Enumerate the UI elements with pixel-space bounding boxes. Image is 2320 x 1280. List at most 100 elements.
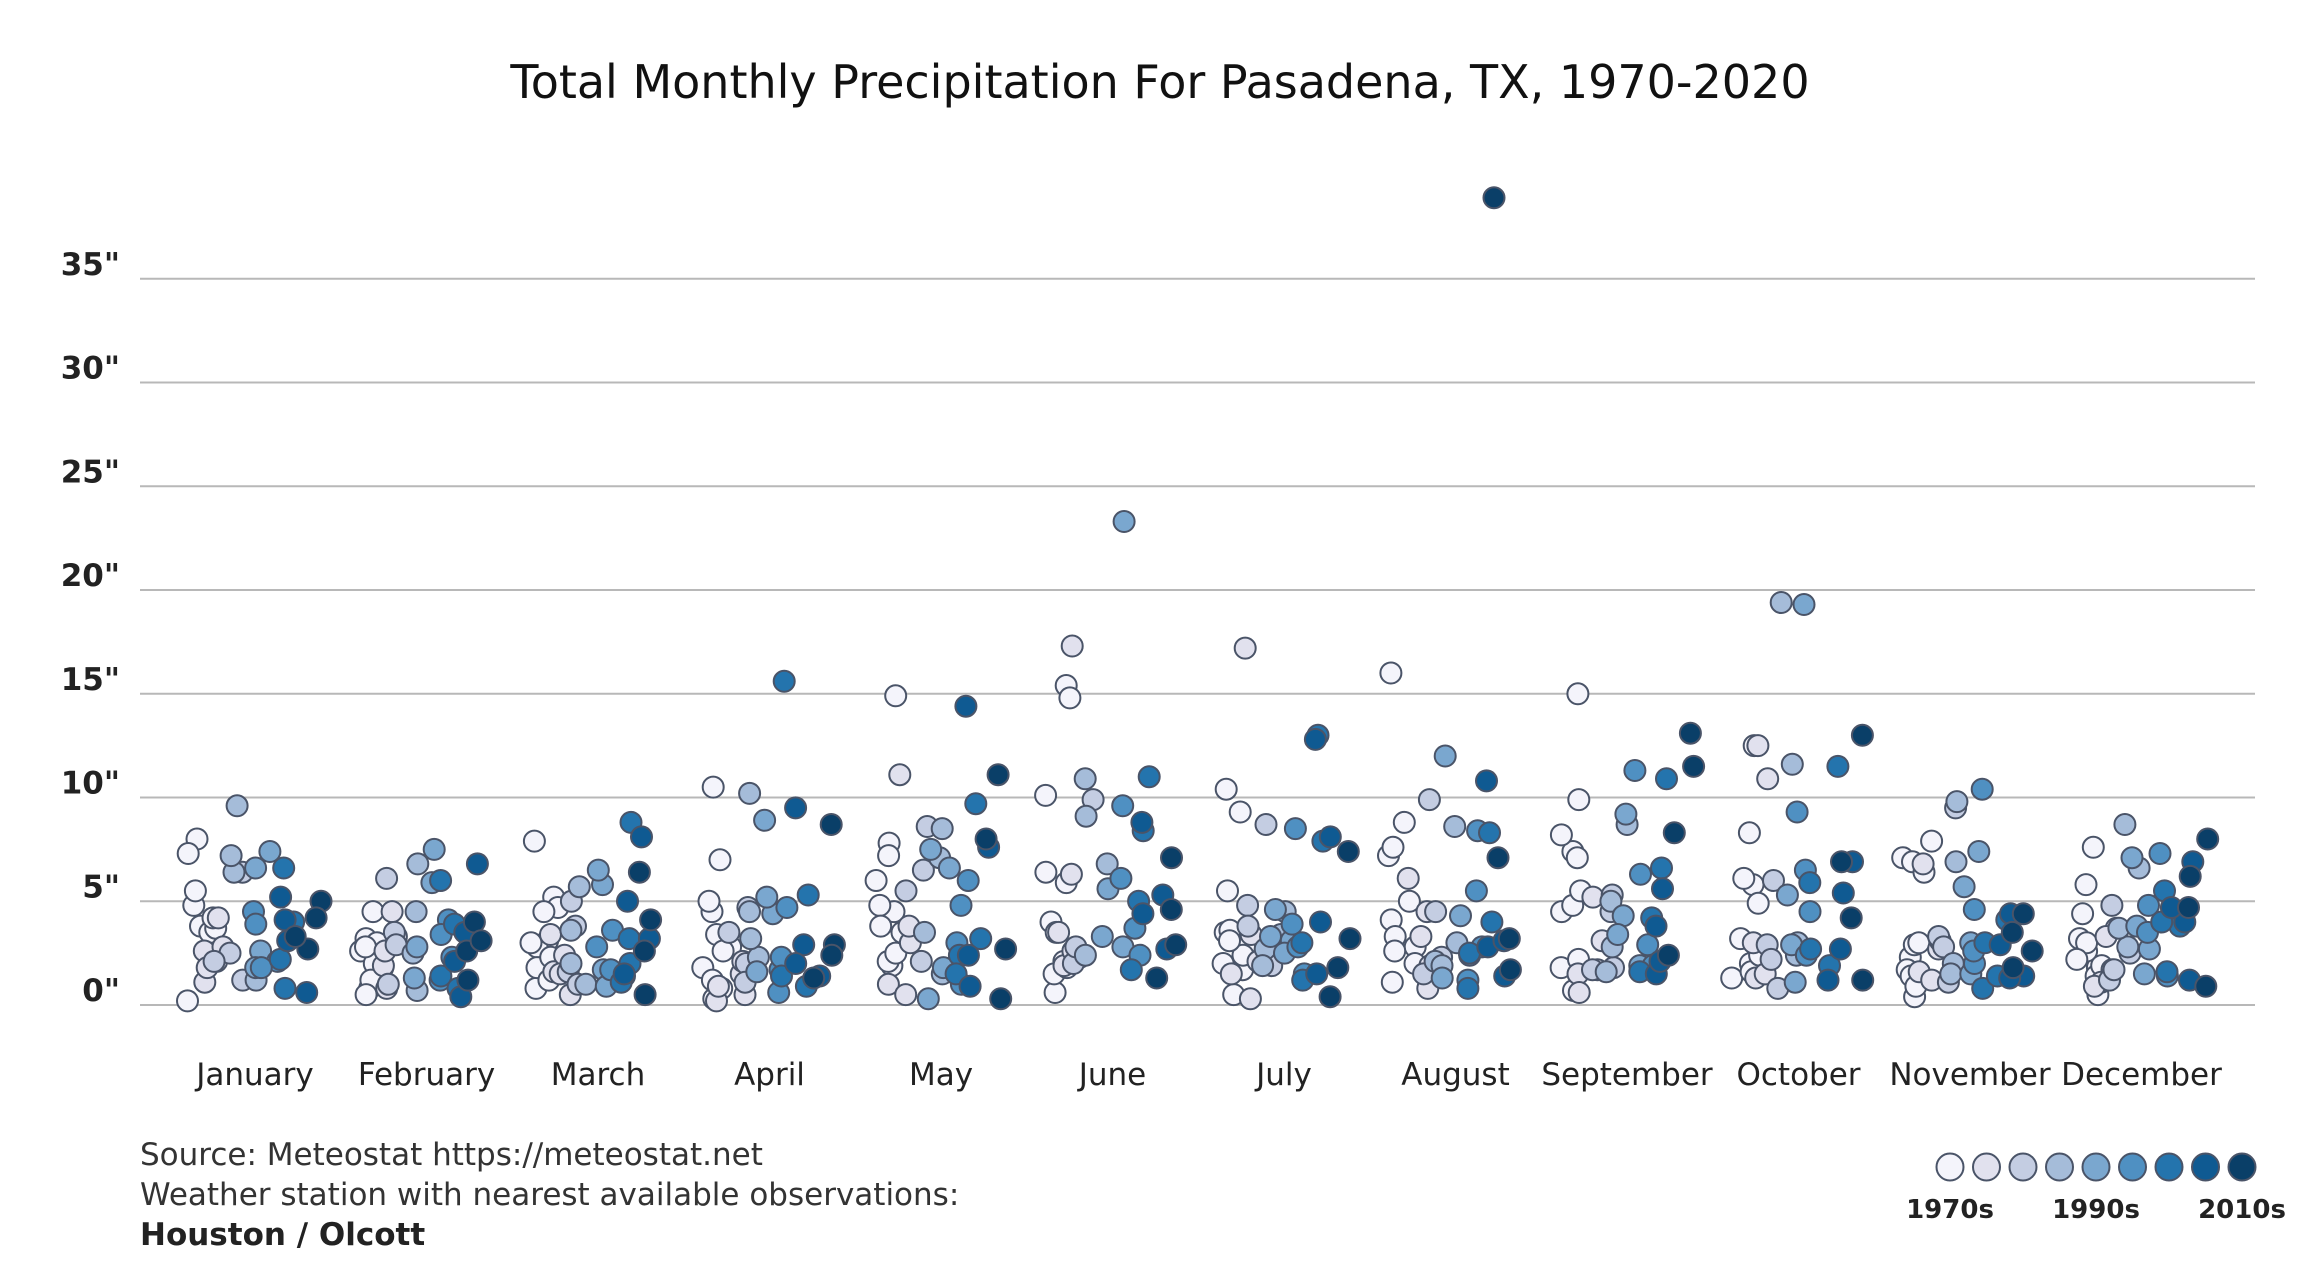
data-point — [1828, 937, 1852, 961]
data-point — [1236, 914, 1260, 938]
data-point — [1944, 850, 1968, 874]
data-point — [1164, 933, 1188, 957]
data-point — [1381, 835, 1405, 859]
data-point — [949, 893, 973, 917]
x-tick-label-april: April — [734, 1057, 805, 1093]
data-point — [1456, 976, 1480, 1000]
data-point — [937, 856, 961, 880]
data-point — [1263, 898, 1287, 921]
data-point — [2177, 896, 2200, 919]
legend-swatch — [1972, 1152, 2001, 1182]
data-point — [585, 935, 609, 959]
data-point — [2155, 960, 2179, 984]
data-point — [1650, 856, 1673, 880]
data-point — [1430, 966, 1454, 990]
data-point — [295, 981, 319, 1004]
data-point — [739, 927, 763, 951]
data-point — [633, 983, 657, 1007]
data-point — [1732, 866, 1756, 890]
data-points — [176, 186, 2220, 1013]
data-point — [627, 860, 651, 884]
data-point — [2000, 920, 2024, 944]
data-point — [986, 763, 1010, 787]
data-point — [2120, 846, 2144, 870]
data-point — [1482, 186, 1506, 210]
data-point — [559, 952, 583, 975]
data-point — [176, 989, 199, 1013]
data-point — [1254, 813, 1278, 836]
x-tick-label-august: August — [1401, 1057, 1510, 1093]
x-tick-label-february: February — [358, 1057, 495, 1093]
data-point — [1060, 634, 1084, 658]
data-point — [2081, 835, 2105, 859]
data-point — [206, 906, 230, 930]
data-point — [1623, 759, 1647, 782]
data-point — [1798, 900, 1822, 924]
data-point — [1216, 879, 1239, 903]
data-point — [375, 866, 399, 890]
legend-swatch — [2227, 1152, 2257, 1182]
data-point — [1798, 871, 1822, 895]
data-point — [1907, 931, 1931, 955]
legend-label: 1990s — [2052, 1195, 2140, 1225]
data-point — [1737, 821, 1761, 845]
data-point — [456, 968, 480, 992]
data-point — [1606, 923, 1630, 946]
data-point — [1111, 794, 1135, 818]
data-point — [1830, 850, 1853, 874]
data-point — [1280, 912, 1304, 936]
data-point — [1396, 866, 1420, 890]
data-point — [1379, 661, 1403, 685]
data-point — [1137, 765, 1161, 789]
data-point — [964, 792, 988, 816]
data-point — [273, 976, 297, 1000]
y-tick-label: 35" — [61, 247, 120, 283]
data-point — [559, 918, 583, 942]
y-tick-label: 20" — [61, 558, 120, 594]
data-point — [1251, 954, 1275, 978]
x-tick-label-september: September — [1541, 1057, 1713, 1093]
data-point — [1034, 783, 1058, 807]
data-point — [1034, 860, 1058, 884]
data-point — [2148, 842, 2172, 865]
data-point — [1549, 823, 1573, 847]
data-point — [361, 900, 385, 924]
data-point — [1303, 727, 1327, 751]
data-point — [1720, 966, 1744, 990]
data-point — [1769, 591, 1793, 614]
data-point — [701, 775, 725, 799]
y-tick-label: 30" — [61, 351, 120, 387]
data-point — [1636, 933, 1660, 957]
data-point — [745, 960, 769, 984]
data-point — [994, 937, 1018, 961]
data-point — [574, 972, 598, 996]
data-point — [894, 983, 918, 1007]
data-point — [1338, 927, 1362, 951]
data-point — [2001, 956, 2025, 980]
data-point — [755, 885, 779, 909]
data-point — [738, 781, 762, 805]
data-point — [1952, 875, 1976, 899]
station-note: Weather station with nearest available o… — [140, 1177, 959, 1213]
data-point — [429, 869, 453, 892]
data-point — [1655, 767, 1678, 791]
data-point — [819, 813, 843, 836]
data-point — [1911, 852, 1935, 876]
data-point — [869, 914, 893, 938]
data-point — [770, 964, 793, 988]
data-point — [919, 837, 943, 861]
data-point — [868, 893, 892, 917]
data-point — [1397, 889, 1421, 913]
y-tick-label: 5" — [82, 869, 120, 905]
data-point — [930, 817, 954, 841]
data-point — [219, 844, 243, 868]
grid-lines — [140, 277, 2255, 1006]
data-point — [1059, 862, 1083, 886]
legend-swatch — [2118, 1152, 2147, 1182]
data-point — [1970, 777, 1994, 801]
data-point — [404, 900, 428, 924]
y-tick-label: 15" — [61, 662, 120, 698]
data-point — [272, 856, 296, 880]
data-point — [539, 923, 562, 946]
